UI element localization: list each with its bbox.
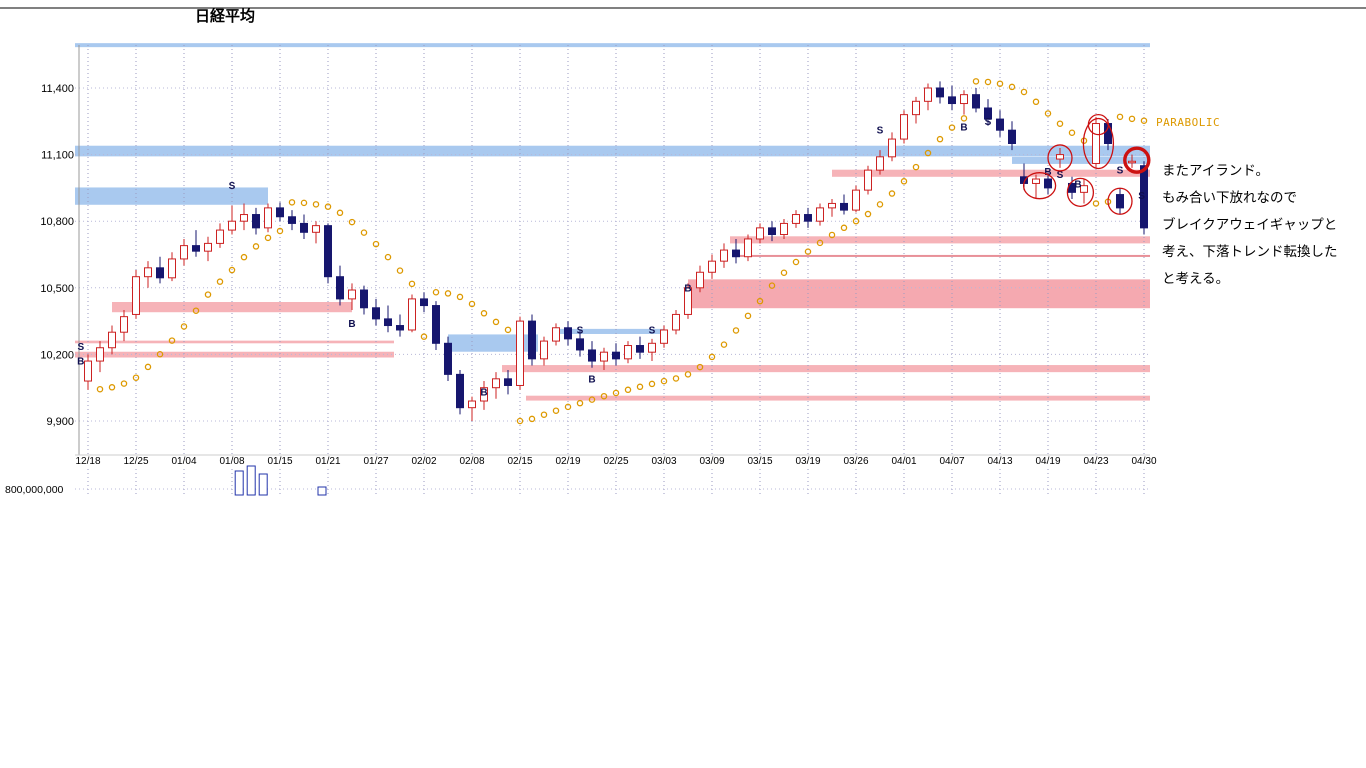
- signal-label: S: [877, 126, 884, 137]
- signal-label: S: [1057, 170, 1064, 181]
- x-axis-label: 01/08: [219, 456, 244, 467]
- y-axis-label: 9,900: [46, 416, 74, 428]
- analyst-note: またアイランド。 もみ合い下放れなので ブレイクアウェイギャップと 考え、下落ト…: [1162, 157, 1362, 292]
- support-resistance-bands: [75, 43, 1150, 401]
- annotation-circles: [1022, 113, 1151, 215]
- x-axis-label: 04/30: [1131, 456, 1156, 467]
- signal-label: S: [77, 342, 84, 353]
- signal-label: S: [1117, 166, 1124, 177]
- signal-label: S: [985, 117, 992, 128]
- axes-and-labels: 11,400 11,100 10,800 10,500 10,200 9,900 12/18…: [5, 45, 1157, 496]
- y-axis-label: 10,500: [40, 283, 74, 295]
- analyst-note-line: 考え、下落トレンド転換した: [1162, 244, 1338, 259]
- y-axis-label: 11,100: [41, 150, 74, 162]
- x-axis-label: 03/03: [651, 456, 676, 467]
- x-axis-label: 03/26: [843, 456, 868, 467]
- x-axis-label: 02/15: [507, 456, 532, 467]
- analyst-note-line: と考える。: [1162, 271, 1230, 286]
- signal-label: S: [649, 325, 656, 336]
- x-axis-label: 03/09: [699, 456, 724, 467]
- x-axis-label: 03/19: [795, 456, 820, 467]
- chart-title: 日経平均: [195, 8, 256, 25]
- y-axis-label: 10,800: [40, 216, 74, 228]
- x-axis-label: 01/04: [171, 456, 196, 467]
- x-axis-label: 02/02: [411, 456, 436, 467]
- x-axis-label: 02/25: [603, 456, 628, 467]
- signal-label: B: [684, 283, 691, 294]
- analyst-note-line: ブレイクアウェイギャップと: [1162, 217, 1338, 232]
- x-axis-label: 12/18: [75, 456, 100, 467]
- volume-axis-label: 800,000,000: [5, 484, 64, 496]
- signal-label: B: [77, 357, 84, 368]
- x-axis-label: 04/19: [1035, 456, 1060, 467]
- parabolic-sar-dots: [96, 78, 1148, 425]
- x-axis-label: 01/27: [363, 456, 388, 467]
- signal-label: B: [480, 388, 487, 399]
- x-axis-label: 12/25: [123, 456, 148, 467]
- x-axis-label: 04/01: [891, 456, 916, 467]
- signal-label: S: [229, 181, 236, 192]
- x-axis-label: 02/19: [555, 456, 580, 467]
- x-axis-label: 02/08: [459, 456, 484, 467]
- signal-label: B: [1044, 167, 1051, 178]
- x-axis-label: 01/21: [315, 456, 340, 467]
- x-axis-label: 04/23: [1083, 456, 1108, 467]
- signal-label: S: [577, 325, 584, 336]
- signal-label: B: [1074, 179, 1081, 190]
- y-axis-label: 10,200: [40, 349, 74, 361]
- signal-label: B: [588, 374, 595, 385]
- signal-label: S: [1138, 191, 1145, 202]
- x-axis-label: 01/15: [267, 456, 292, 467]
- analyst-note-line: もみ合い下放れなので: [1162, 190, 1297, 205]
- signal-label: B: [960, 122, 967, 133]
- signal-label: B: [348, 319, 355, 330]
- x-axis-label: 04/13: [987, 456, 1012, 467]
- parabolic-indicator-label: PARABOLIC: [1156, 116, 1221, 129]
- x-axis-label: 04/07: [939, 456, 964, 467]
- candlesticks: [84, 81, 1148, 421]
- analyst-note-line: またアイランド。: [1162, 163, 1270, 178]
- volume-bars: [234, 465, 327, 496]
- x-axis-label: 03/15: [747, 456, 772, 467]
- y-axis-label: 11,400: [41, 83, 74, 95]
